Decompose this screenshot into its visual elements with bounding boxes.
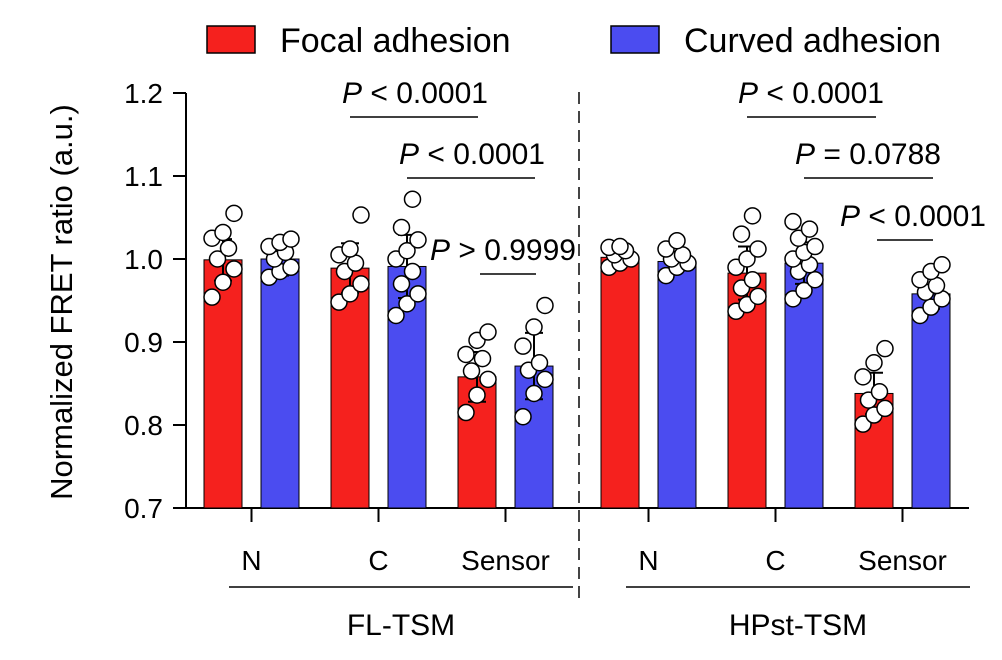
data-point	[479, 323, 497, 341]
legend-label-curved: Curved adhesion	[684, 22, 941, 60]
data-point	[749, 287, 767, 306]
data-point	[457, 403, 475, 422]
data-point	[341, 285, 359, 303]
legend-swatch-curved	[610, 25, 660, 54]
data-point	[668, 231, 686, 250]
data-point	[806, 237, 824, 256]
group-label: FL-TSM	[347, 609, 455, 642]
data-point	[282, 230, 300, 248]
data-point	[854, 368, 872, 386]
data-point	[225, 260, 243, 278]
data-point	[398, 241, 416, 260]
x-category-label: Sensor	[858, 545, 947, 576]
data-point	[282, 258, 300, 277]
p-value-label: P > 0.9999	[430, 234, 576, 267]
data-point	[514, 337, 532, 355]
data-point	[732, 225, 751, 243]
significance-annotations: P < 0.0001 P < 0.0001 P > 0.9999 P < 0.0001…	[342, 77, 986, 275]
data-point	[473, 349, 492, 368]
data-point	[876, 399, 894, 418]
y-ticks: 0.7 0.8 0.9 1.0 1.1 1.2	[124, 78, 186, 524]
p-value-label: P < 0.0001	[738, 77, 884, 110]
data-point	[468, 386, 486, 404]
data-point	[611, 237, 629, 256]
data-point	[800, 220, 819, 238]
data-point	[387, 306, 405, 325]
data-point	[870, 383, 889, 401]
data-point	[933, 256, 951, 274]
bar	[911, 293, 951, 509]
bar	[657, 260, 697, 509]
legend: Focal adhesion Curved adhesion	[206, 22, 941, 60]
data-point	[409, 285, 427, 303]
y-tick-label: 1.0	[124, 244, 163, 275]
data-point	[743, 271, 762, 289]
bar	[600, 256, 640, 509]
y-tick-label: 0.7	[124, 493, 163, 524]
y-axis-label: Normalized FRET ratio (a.u.)	[44, 104, 79, 500]
data-point	[392, 218, 411, 237]
bars	[203, 256, 951, 509]
data-point	[743, 207, 762, 225]
legend-swatch-focal	[206, 25, 256, 54]
data-point	[795, 281, 813, 300]
data-point	[392, 275, 411, 293]
y-tick-label: 0.9	[124, 327, 163, 358]
data-point	[530, 354, 549, 372]
data-point	[403, 262, 422, 281]
y-tick-label: 1.2	[124, 78, 163, 109]
data-point	[876, 339, 894, 358]
data-point	[462, 362, 481, 380]
data-point	[536, 370, 554, 389]
bar	[260, 258, 300, 509]
data-point	[409, 231, 427, 249]
data-point	[457, 345, 475, 364]
data-point	[525, 318, 543, 336]
data-point	[525, 384, 543, 403]
data-point	[341, 240, 359, 258]
x-category-label: N	[241, 545, 261, 576]
x-category-label: Sensor	[461, 545, 550, 576]
data-point	[784, 212, 802, 231]
data-point	[219, 239, 238, 257]
data-points	[203, 190, 951, 433]
data-point	[225, 204, 243, 223]
group-label: HPst-TSM	[729, 609, 867, 642]
data-point	[214, 223, 232, 242]
x-category-label: C	[368, 545, 388, 576]
data-point	[536, 296, 554, 315]
data-point	[738, 250, 756, 268]
data-point	[352, 275, 370, 293]
x-category-label: N	[638, 545, 658, 576]
legend-label-focal: Focal adhesion	[280, 22, 511, 60]
p-value-label: P < 0.0001	[399, 138, 545, 171]
y-tick-label: 0.8	[124, 410, 163, 441]
data-point	[806, 271, 824, 289]
data-point	[214, 273, 232, 291]
p-value-label: P < 0.0001	[342, 77, 488, 110]
data-point	[865, 354, 883, 372]
data-point	[352, 206, 370, 224]
data-point	[203, 288, 221, 306]
error-bars	[214, 233, 940, 416]
data-point	[749, 240, 767, 258]
p-value-label: P = 0.0788	[795, 138, 941, 171]
data-point	[403, 190, 422, 208]
data-point	[208, 250, 227, 268]
y-tick-label: 1.1	[124, 161, 163, 192]
data-point	[398, 295, 416, 313]
data-point	[514, 407, 532, 426]
x-category-label: C	[765, 545, 785, 576]
p-value-label: P < 0.0001	[840, 200, 986, 233]
data-point	[479, 370, 497, 389]
x-categories: N C Sensor FL-TSM N C Sensor HPst-TSM	[229, 508, 970, 642]
